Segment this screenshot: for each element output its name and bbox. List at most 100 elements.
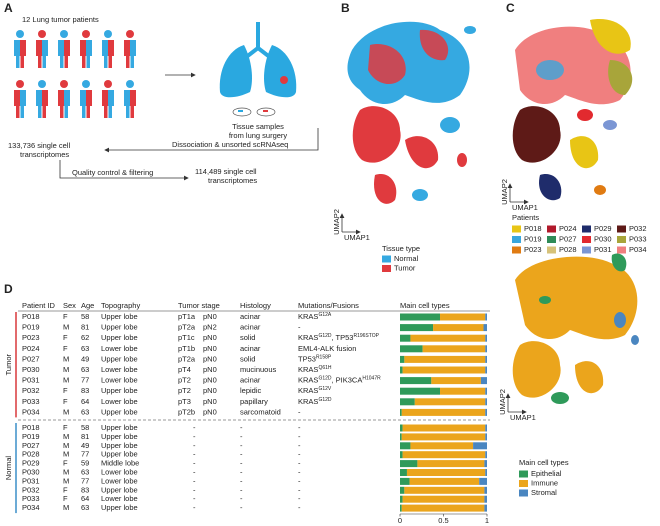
bar-segment — [480, 377, 487, 385]
age: 63 — [81, 407, 89, 416]
person-body — [64, 90, 70, 106]
mutation-gene: KRAS — [298, 386, 318, 395]
tumor-stage: pN2 — [203, 323, 217, 332]
topography: Upper lobe — [101, 354, 138, 363]
bar-segment — [400, 469, 407, 476]
age: 83 — [81, 485, 89, 494]
patient-icons — [14, 30, 136, 118]
person-body — [124, 90, 130, 106]
patient-id: P030 — [22, 365, 40, 374]
sex: F — [63, 459, 68, 468]
histology: - — [240, 503, 243, 512]
column-header: Age — [81, 301, 94, 310]
sex: F — [63, 344, 68, 353]
sex: M — [63, 441, 69, 450]
bar-segment — [485, 451, 487, 459]
patient-id: P032 — [22, 386, 40, 395]
legend-label: P018 — [524, 224, 542, 233]
mutations: - — [298, 423, 301, 432]
mutation-gene: - — [298, 459, 301, 468]
legend-swatch — [519, 470, 528, 478]
legend-title: Main cell types — [519, 458, 569, 467]
person-leg — [126, 56, 130, 68]
patient-id: P031 — [22, 476, 40, 485]
sex: F — [63, 485, 68, 494]
mutation-variant: G12A — [318, 312, 331, 318]
panel-label: D — [4, 282, 13, 296]
legend-swatch — [617, 225, 626, 233]
person-body — [14, 90, 20, 106]
sex: M — [63, 503, 69, 512]
patient-id: P019 — [22, 323, 40, 332]
person-leg — [104, 106, 108, 118]
umap-tissue — [347, 21, 476, 204]
legend-swatch — [519, 480, 528, 487]
legend-label: P030 — [594, 234, 612, 243]
sex: M — [63, 467, 69, 476]
mutations: KRASG12A — [298, 312, 332, 321]
bar-segment — [400, 408, 402, 416]
person-leg — [60, 56, 64, 68]
legend-title: Tissue type — [382, 244, 420, 253]
mutation-variant: H1047R — [362, 376, 381, 382]
histology: - — [240, 494, 243, 503]
person-body — [64, 40, 70, 56]
bar-segment — [485, 398, 487, 406]
person-leg — [64, 56, 68, 68]
legend-swatch — [382, 255, 391, 263]
tumor-stage: pT3 — [178, 397, 191, 406]
person-leg — [104, 56, 108, 68]
legend-label: P023 — [524, 245, 542, 254]
sex: M — [63, 450, 69, 459]
bar-segment — [400, 345, 423, 353]
tumor-stage: - — [193, 485, 196, 494]
bar-segment — [417, 460, 485, 468]
tumor-stage: - — [193, 494, 196, 503]
histology: - — [240, 432, 243, 441]
tumor-stage: pN0 — [203, 407, 217, 416]
bar-segment — [485, 366, 487, 374]
person-leg — [20, 106, 24, 118]
workflow-text: Tissue samples — [232, 122, 284, 131]
person-head — [126, 80, 134, 88]
topography: Upper lobe — [101, 312, 138, 321]
person-head — [126, 30, 134, 38]
tumor-stage: pT2b — [178, 407, 195, 416]
legend-label: P032 — [629, 224, 647, 233]
histology: acinar — [240, 376, 261, 385]
mutation-gene: - — [298, 476, 301, 485]
mutations: KRASQ61H — [298, 365, 332, 374]
histology: sarcomatoid — [240, 407, 281, 416]
mutations: TP53R158P — [298, 354, 332, 363]
person-body — [130, 40, 136, 56]
legend-label: Tumor — [394, 263, 416, 272]
person-body — [86, 40, 92, 56]
workflow-text: Quality control & filtering — [72, 168, 153, 177]
tumor-stage: - — [193, 459, 196, 468]
bar-segment — [400, 366, 403, 374]
umap-cell-types — [512, 253, 639, 404]
mutation-gene: KRAS — [298, 333, 318, 342]
legend-swatch — [512, 246, 521, 254]
sex: M — [63, 476, 69, 485]
mutation-gene: , TP53 — [332, 333, 354, 342]
tumor-stage: pN0 — [203, 365, 217, 374]
histology: - — [240, 476, 243, 485]
bar-segment — [400, 334, 411, 342]
age: 63 — [81, 503, 89, 512]
mutation-gene: - — [298, 323, 301, 332]
age: 83 — [81, 386, 89, 395]
workflow-text: 12 Lung tumor patients — [22, 15, 99, 24]
legend-label: Immune — [531, 478, 558, 487]
tumor-stage: - — [193, 450, 196, 459]
legend-label: Normal — [394, 254, 419, 263]
bar-segment — [401, 408, 486, 416]
patient-id: P029 — [22, 459, 40, 468]
mutations: - — [298, 441, 301, 450]
mutation-gene: - — [298, 485, 301, 494]
person-body — [20, 90, 26, 106]
tumor-stage: - — [193, 467, 196, 476]
tumor-stage: pN0 — [203, 376, 217, 385]
age: 81 — [81, 323, 89, 332]
person-body — [58, 40, 64, 56]
